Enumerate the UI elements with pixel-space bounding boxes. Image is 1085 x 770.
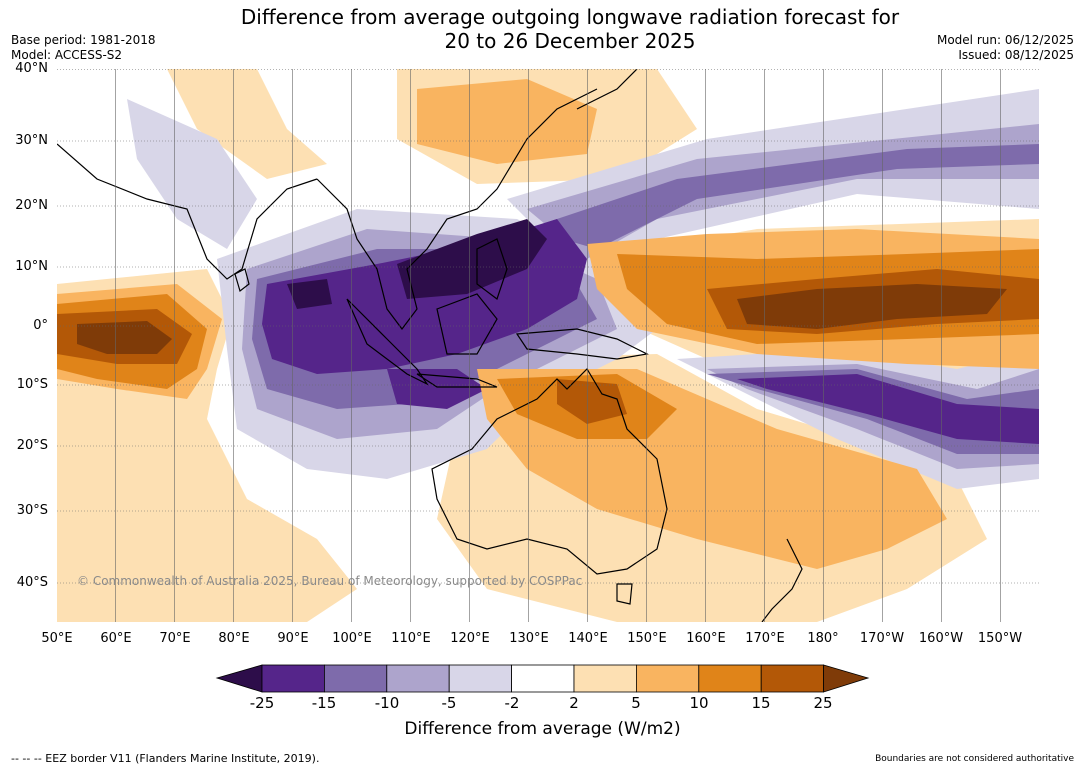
lat-label: 10°S <box>16 377 48 392</box>
field-java-negative-very-strong <box>387 369 487 409</box>
colorbar-tick: 25 <box>813 694 833 712</box>
colorbar-high-extension <box>823 664 870 693</box>
field-bay-negative-extreme <box>287 279 332 309</box>
colorbar-segment <box>511 664 575 693</box>
lon-label: 180° <box>807 631 839 646</box>
field-philippines-negative-extreme <box>397 219 547 299</box>
lon-label: 160°E <box>686 631 726 646</box>
map-canvas <box>57 69 1039 622</box>
coastline-new-zealand <box>761 538 803 622</box>
issued-date: Issued: 08/12/2025 <box>958 48 1074 62</box>
graticule <box>57 69 1039 622</box>
lat-label: 20°S <box>16 438 48 453</box>
lat-label: 40°N <box>15 61 48 76</box>
lat-label: 0° <box>33 318 48 333</box>
colorbar-segment <box>448 664 512 693</box>
coastline-australia <box>431 368 668 575</box>
lon-label: 150°W <box>977 631 1023 646</box>
coastline-southeast-asia <box>316 88 598 330</box>
lat-label: 10°N <box>15 259 48 274</box>
coastline-philippines <box>476 238 508 300</box>
chart-title: Difference from average outgoing longwav… <box>160 5 980 53</box>
olr-anomaly-map <box>57 69 1039 622</box>
colorbar-tick: -10 <box>374 694 400 712</box>
field-spcz-negative-very-strong <box>737 374 1039 444</box>
colorbar-tick: -15 <box>311 694 337 712</box>
coastlines <box>57 69 803 622</box>
field-himalaya-positive-light <box>167 69 327 179</box>
lon-label: 90°E <box>277 631 309 646</box>
colorbar-tick: -5 <box>441 694 457 712</box>
colorbar-tick: -25 <box>249 694 275 712</box>
title-line-1: Difference from average outgoing longwav… <box>240 5 900 29</box>
coastline-sri-lanka <box>234 268 250 293</box>
colorbar-segment <box>573 664 637 693</box>
meta-right: Model run: 06/12/2025 Issued: 08/12/2025 <box>937 33 1074 63</box>
boundary-disclaimer: Boundaries are not considered authoritat… <box>875 754 1074 764</box>
colorbar-tick: 15 <box>751 694 771 712</box>
lon-label: 150°E <box>627 631 667 646</box>
coastline-sumatra <box>346 298 429 386</box>
lon-label: 170°E <box>745 631 785 646</box>
lon-label: 120°E <box>450 631 490 646</box>
colorbar-segment <box>635 664 700 693</box>
field-china-positive-medium <box>417 79 597 164</box>
eez-border-note: -- -- -- EEZ border V11 (Flanders Marine… <box>11 752 320 765</box>
colorbar-tick: 10 <box>689 694 709 712</box>
field-carpentaria-positive-very-strong <box>557 379 627 424</box>
base-period: Base period: 1981-2018 <box>11 33 156 47</box>
colorbar-segment <box>261 664 325 693</box>
colorbar-label: Difference from average (W/m2) <box>404 719 681 739</box>
lon-label: 170°W <box>859 631 905 646</box>
coastline-borneo <box>436 293 498 355</box>
colorbar-tick: -2 <box>504 694 520 712</box>
coastline-new-guinea <box>515 328 649 360</box>
lon-label: 80°E <box>218 631 250 646</box>
colorbar <box>215 664 870 693</box>
lat-label: 30°S <box>16 503 48 518</box>
lon-label: 50°E <box>41 631 73 646</box>
lon-label: 110°E <box>391 631 431 646</box>
coastline-japan <box>576 69 638 110</box>
colorbar-tick: 2 <box>569 694 579 712</box>
lat-label: 40°S <box>16 575 48 590</box>
colorbar-segment <box>760 664 825 693</box>
model-name: Model: ACCESS-S2 <box>11 48 123 62</box>
model-run: Model run: 06/12/2025 <box>936 33 1074 47</box>
coastline-india <box>57 143 318 280</box>
colorbar-segment <box>324 664 388 693</box>
field-indian-ocean-positive-extreme <box>77 321 172 354</box>
meta-left: Base period: 1981-2018 Model: ACCESS-S2 <box>11 33 156 63</box>
anomaly-fields <box>57 69 1039 622</box>
field-pacific-positive-extreme <box>737 284 1007 329</box>
copyright-notice: © Commonwealth of Australia 2025, Bureau… <box>77 574 583 588</box>
coastline-java <box>416 373 498 388</box>
title-line-2: 20 to 26 December 2025 <box>444 29 696 53</box>
field-india-negative-light <box>127 99 257 249</box>
lon-label: 160°W <box>918 631 964 646</box>
colorbar-segment <box>386 664 450 693</box>
colorbar-low-extension <box>215 664 263 693</box>
lon-label: 140°E <box>568 631 608 646</box>
lon-label: 60°E <box>100 631 132 646</box>
lon-label: 100°E <box>332 631 372 646</box>
coastline-tasmania <box>616 583 633 605</box>
colorbar-segment <box>698 664 762 693</box>
lon-label: 130°E <box>509 631 549 646</box>
colorbar-tick: 5 <box>631 694 641 712</box>
lon-label: 70°E <box>159 631 191 646</box>
field-pacific-negative-strong <box>527 144 1039 249</box>
lat-label: 20°N <box>15 198 48 213</box>
lat-label: 30°N <box>15 133 48 148</box>
